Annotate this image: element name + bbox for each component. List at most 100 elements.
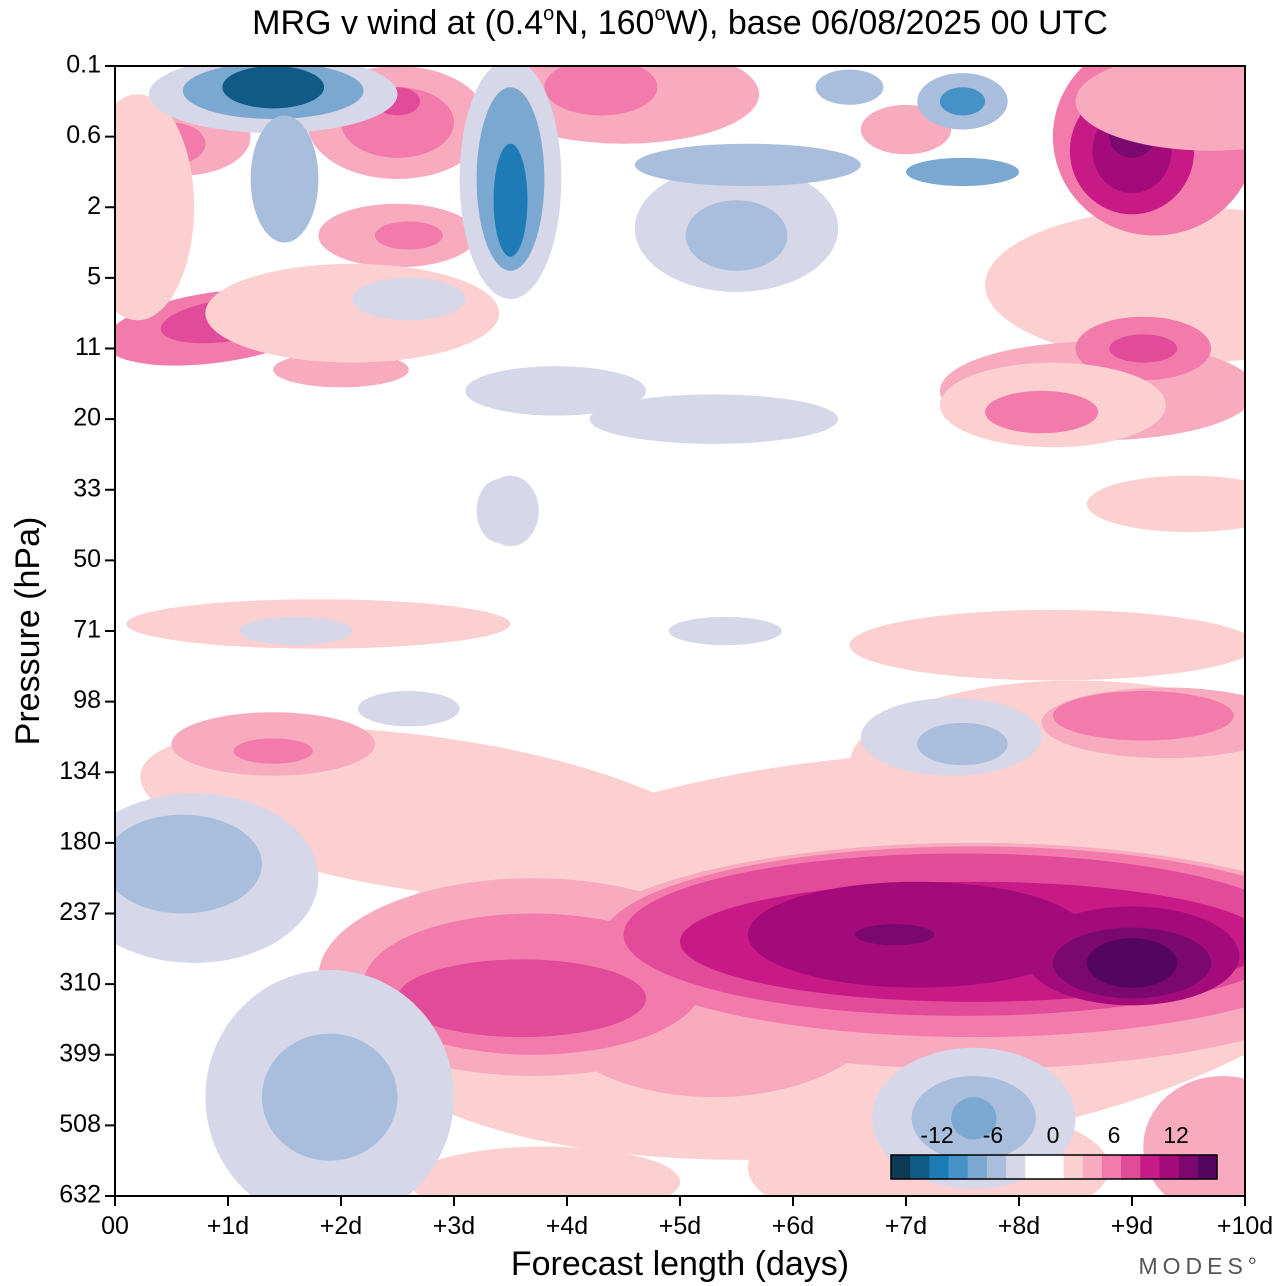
contour-region	[482, 475, 539, 547]
x-tick-label: +4d	[546, 1212, 588, 1240]
contour-region	[374, 221, 443, 250]
contour-region	[261, 1033, 398, 1161]
contour-region	[239, 616, 353, 646]
y-tick-label: 2	[87, 192, 101, 220]
contour-region	[685, 200, 788, 271]
contour-region	[1086, 938, 1178, 988]
y-tick-label: 508	[59, 1110, 101, 1138]
x-tick-label: +2d	[320, 1212, 362, 1240]
colorbar-swatch	[929, 1155, 950, 1179]
colorbar-tick-label: 0	[1047, 1122, 1060, 1148]
colorbar-tick-label: 6	[1108, 1122, 1121, 1148]
colorbar: -12 -6 0 6 12	[890, 1122, 1218, 1180]
colorbar-swatch	[1063, 1155, 1084, 1179]
colorbar-swatch	[967, 1155, 988, 1179]
y-tick-label: 134	[59, 757, 101, 785]
contour-region	[985, 390, 1099, 434]
y-tick-label: 632	[59, 1181, 101, 1209]
contour-region	[939, 87, 986, 116]
degree-symbol: o	[543, 3, 554, 25]
contour-region	[815, 69, 884, 105]
contour-region	[951, 1097, 997, 1140]
colorbar-swatch	[1197, 1155, 1218, 1179]
contour-fields	[115, 66, 1245, 1196]
contour-region	[917, 722, 1008, 766]
colorbar-tick-label: 12	[1163, 1122, 1189, 1148]
modes-watermark: MODES°	[1138, 1253, 1262, 1279]
contour-region	[1109, 334, 1178, 363]
contour-region	[352, 277, 466, 321]
colorbar-swatch	[1082, 1155, 1103, 1179]
title-lead: MRG v wind at (0.4	[252, 4, 543, 42]
title-mid: N, 160	[554, 4, 654, 42]
colorbar-swatch	[1178, 1155, 1199, 1179]
colorbar-swatch	[1044, 1155, 1065, 1179]
colorbar-swatch	[1101, 1155, 1122, 1179]
contour-region	[589, 394, 839, 444]
chart-title: MRG v wind at (0.4oN, 160oW), base 06/08…	[252, 3, 1108, 42]
contour-region	[634, 143, 861, 187]
colorbar-swatch	[1006, 1155, 1026, 1179]
contour-region	[115, 94, 195, 321]
contour-region	[250, 115, 319, 243]
y-tick-label: 310	[59, 969, 101, 997]
contour-region	[849, 609, 1245, 681]
y-tick-label: 11	[75, 333, 101, 361]
title-tail: W), base 06/08/2025 00 UTC	[666, 4, 1108, 42]
colorbar-swatch	[986, 1155, 1007, 1179]
y-tick-label: 0.6	[66, 121, 101, 149]
x-tick-label: +1d	[207, 1212, 249, 1240]
colorbar-swatch	[891, 1155, 911, 1179]
x-axis-title: Forecast length (days)	[511, 1245, 849, 1283]
y-tick-label: 20	[73, 404, 101, 432]
contour-region	[222, 66, 325, 109]
y-tick-label: 50	[73, 545, 101, 573]
contour-region	[233, 738, 313, 764]
colorbar-frame	[890, 1154, 1218, 1180]
contour-region	[493, 143, 528, 257]
colorbar-swatch	[1140, 1155, 1160, 1179]
colorbar-swatch	[1159, 1155, 1180, 1179]
x-tick-label: +3d	[433, 1212, 475, 1240]
plot-area	[114, 65, 1246, 1197]
colorbar-swatch	[1025, 1155, 1045, 1179]
x-tick-label: +6d	[772, 1212, 814, 1240]
y-tick-label: 33	[73, 474, 101, 502]
x-tick-label: +5d	[659, 1212, 701, 1240]
y-tick-label: 71	[73, 616, 101, 644]
colorbar-tick-label: -12	[920, 1122, 953, 1148]
contour-region	[544, 66, 658, 116]
x-tick-label: +10d	[1217, 1212, 1273, 1240]
contour-region	[1086, 475, 1245, 533]
contour-region	[205, 263, 500, 363]
y-tick-label: 5	[87, 262, 101, 290]
colorbar-swatch	[948, 1155, 969, 1179]
x-tick-label: +7d	[885, 1212, 927, 1240]
contour-region	[855, 924, 935, 946]
contour-region	[465, 366, 647, 416]
y-tick-label: 0.1	[66, 51, 101, 79]
colorbar-swatch	[910, 1155, 930, 1179]
contour-region	[1075, 66, 1245, 151]
contour-region	[668, 616, 782, 646]
contour-region	[906, 157, 1019, 187]
y-tick-label: 237	[59, 898, 101, 926]
x-tick-label: +9d	[1111, 1212, 1153, 1240]
y-tick-label: 180	[59, 827, 101, 855]
contour-region	[408, 1146, 680, 1196]
contour-region	[357, 691, 460, 727]
y-axis-title: Pressure (hPa)	[9, 517, 47, 746]
y-axis: 0.1 0.6 2 5 11 20 33 50 71 98 134 180 237 310 399 508 63…	[59, 51, 115, 1209]
x-tick-label: 00	[101, 1212, 129, 1240]
contour-region	[115, 814, 262, 914]
colorbar-tick-label: -6	[983, 1122, 1003, 1148]
x-tick-label: +8d	[998, 1212, 1040, 1240]
x-axis: 00 +1d +2d +3d +4d +5d +6d +7d +8d +9d +10d	[101, 1196, 1273, 1240]
y-tick-label: 98	[73, 686, 101, 714]
contour-region	[1052, 691, 1234, 741]
contour-region	[397, 959, 647, 1038]
colorbar-swatch	[1121, 1155, 1141, 1179]
degree-symbol: o	[654, 3, 665, 25]
y-tick-label: 399	[59, 1039, 101, 1067]
